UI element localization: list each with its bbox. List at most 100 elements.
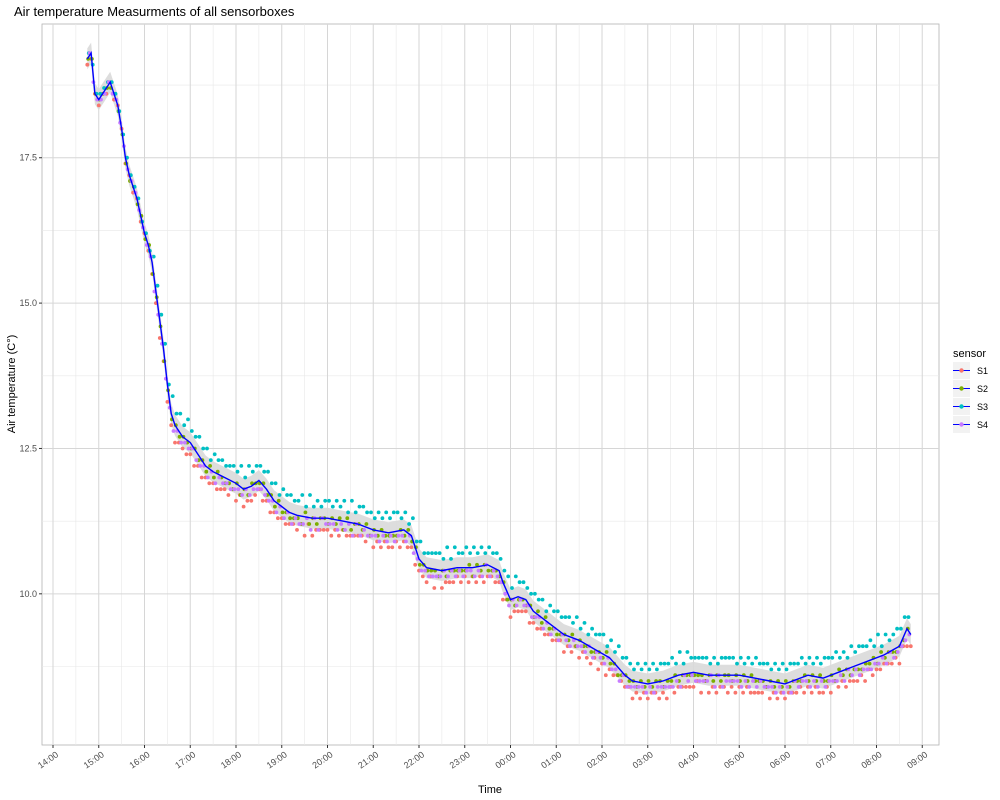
data-point [809, 690, 814, 695]
data-point [295, 528, 299, 532]
series-S3 [86, 51, 911, 672]
data-point [719, 655, 724, 660]
data-point [240, 493, 245, 497]
data-point [728, 679, 732, 683]
data-point [781, 690, 786, 695]
data-point [266, 469, 270, 474]
data-point [818, 673, 822, 678]
data-point [549, 632, 553, 637]
data-point [472, 545, 476, 550]
data-point [658, 661, 663, 666]
data-point [613, 667, 618, 672]
data-point [803, 661, 808, 666]
data-point [199, 475, 204, 480]
data-point [467, 562, 472, 567]
data-point [216, 458, 221, 462]
data-point [255, 487, 260, 492]
data-point [747, 685, 752, 689]
x-tick-label: 16:00 [127, 749, 151, 770]
data-point [827, 679, 832, 683]
data-point [735, 679, 740, 683]
data-point [178, 411, 183, 416]
data-point [792, 661, 796, 666]
data-point [666, 661, 671, 666]
legend-marker [959, 422, 964, 427]
data-point [215, 469, 220, 474]
data-point [564, 638, 569, 643]
data-point [883, 632, 888, 637]
data-point [311, 504, 316, 509]
data-point [878, 667, 883, 672]
data-point [221, 481, 225, 486]
data-point [481, 580, 486, 585]
data-point [529, 591, 533, 596]
data-point [413, 562, 418, 567]
data-point [697, 679, 702, 683]
data-point [440, 586, 444, 590]
data-point [449, 557, 453, 561]
data-point [760, 690, 764, 695]
data-point [282, 516, 286, 521]
data-point [850, 673, 854, 678]
data-point [634, 690, 639, 695]
data-point [254, 464, 259, 468]
data-point [343, 528, 347, 532]
data-point [536, 597, 541, 602]
data-point [891, 632, 896, 637]
data-point [624, 655, 629, 660]
data-point [531, 621, 536, 625]
data-point [371, 545, 376, 550]
data-point [752, 690, 757, 695]
data-point [520, 609, 524, 614]
legend-label: S3 [977, 402, 988, 412]
data-point [329, 533, 334, 538]
data-point [369, 533, 374, 538]
data-point [208, 458, 213, 462]
data-point [861, 667, 866, 672]
x-tick-label: 01:00 [539, 749, 563, 770]
data-point [446, 574, 450, 579]
data-point [498, 557, 503, 561]
data-point [757, 661, 762, 666]
data-point [738, 655, 743, 660]
data-point [324, 522, 328, 526]
data-point [555, 632, 559, 637]
data-point [689, 655, 694, 660]
data-point [85, 62, 90, 67]
data-point [441, 557, 446, 561]
data-point [696, 655, 701, 660]
data-point [170, 394, 175, 398]
legend-marker [959, 386, 964, 391]
data-point [889, 661, 894, 666]
data-point [594, 632, 598, 637]
data-point [461, 574, 466, 579]
trend-polyline [86, 51, 912, 685]
data-point [678, 685, 683, 689]
data-point [451, 580, 456, 585]
data-point [584, 655, 589, 660]
data-point [657, 696, 662, 701]
x-tick-label: 02:00 [585, 749, 609, 770]
data-point [767, 696, 772, 701]
data-point [366, 533, 370, 538]
data-point [188, 452, 193, 457]
data-point [307, 522, 312, 526]
data-point [183, 440, 187, 445]
data-point [452, 545, 457, 550]
data-point [460, 551, 465, 555]
data-point [369, 510, 373, 515]
data-point [169, 423, 174, 428]
data-point [198, 464, 203, 468]
data-point [677, 650, 682, 654]
data-point [830, 655, 835, 660]
data-point [751, 679, 755, 683]
x-tick-label: 06:00 [768, 749, 792, 770]
data-point [280, 510, 285, 515]
data-point [204, 469, 209, 474]
data-point [373, 533, 378, 538]
data-point [293, 516, 298, 521]
data-point [218, 487, 223, 492]
x-tick-label: 18:00 [219, 749, 243, 770]
data-point [388, 516, 392, 521]
data-point [544, 609, 549, 614]
